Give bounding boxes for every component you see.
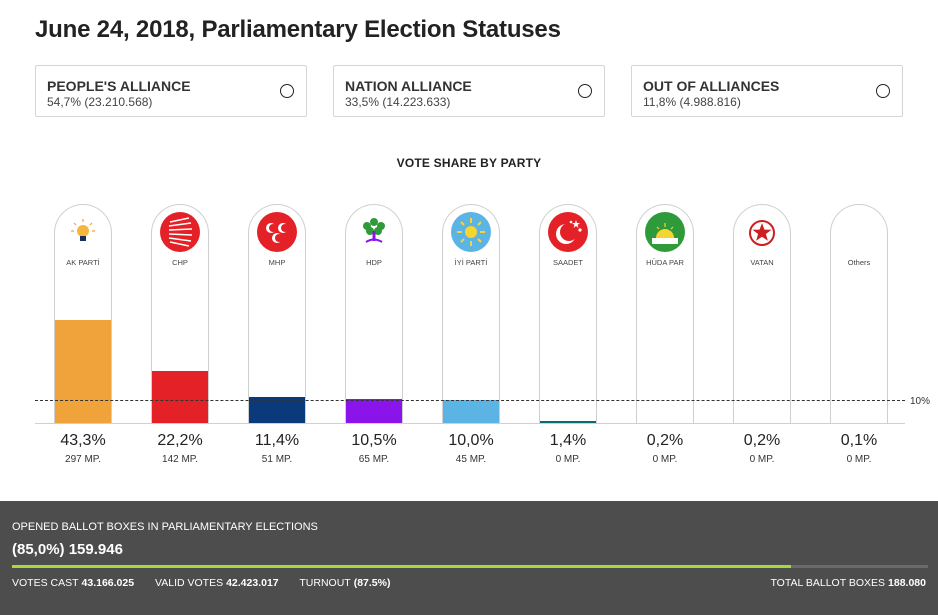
vatan-star-icon <box>741 211 783 253</box>
mp-count: 51 MP. <box>261 454 293 465</box>
party-column: VATAN <box>733 204 791 424</box>
saadet-crescent-star-icon <box>547 211 589 253</box>
party-name: SAADET <box>552 258 583 267</box>
party-column: AK PARTİ <box>54 204 112 424</box>
mp-count: 45 MP. <box>455 454 487 465</box>
alliance-peoples[interactable]: PEOPLE'S ALLIANCE 54,7% (23.210.568) <box>35 65 307 117</box>
party-name: CHP <box>172 258 188 267</box>
vote-percentage: 10,0% <box>448 432 494 449</box>
alliance-out[interactable]: OUT OF ALLIANCES 11,8% (4.988.816) <box>631 65 903 117</box>
party-name: HDP <box>366 258 382 267</box>
mp-count: 0 MP. <box>749 454 775 465</box>
party-column: HÜDA PAR <box>636 204 694 424</box>
party-name: AK PARTİ <box>66 258 100 267</box>
vote-bar <box>55 320 111 424</box>
page-title: June 24, 2018, Parliamentary Election St… <box>35 16 561 43</box>
mp-count: 0 MP. <box>652 454 678 465</box>
radio-button[interactable] <box>280 84 294 98</box>
mp-count: 0 MP. <box>555 454 581 465</box>
turnout-label: TURNOUT <box>299 577 351 589</box>
party-column: Others <box>830 204 888 424</box>
mp-count: 65 MP. <box>358 454 390 465</box>
chp-arrows-icon <box>159 211 201 253</box>
mhp-crescents-icon <box>256 211 298 253</box>
vote-bar <box>249 397 305 424</box>
vote-bar <box>443 400 499 424</box>
vote-percentage: 0,2% <box>646 432 684 449</box>
votes-cast-label: VOTES CAST <box>12 577 79 589</box>
total-ballot-boxes-value: 188.080 <box>888 577 926 589</box>
party-name: Others <box>847 258 871 267</box>
iyi-sun-icon <box>450 211 492 253</box>
party-column: SAADET <box>539 204 597 424</box>
ballot-boxes-count: (85,0%) 159.946 <box>12 541 123 558</box>
total-ballot-boxes-label: TOTAL BALLOT BOXES <box>770 577 886 589</box>
vote-bar <box>152 371 208 424</box>
chart-title: VOTE SHARE BY PARTY <box>396 156 542 170</box>
hudapar-sunrise-icon <box>644 211 686 253</box>
mp-count: 297 MP. <box>65 454 101 465</box>
alliance-value: 11,8% (4.988.816) <box>643 95 741 109</box>
vote-percentage: 10,5% <box>351 432 397 449</box>
valid-votes-value: 42.423.017 <box>226 577 279 589</box>
vote-percentage: 1,4% <box>549 432 587 449</box>
ballot-box-footer: OPENED BALLOT BOXES IN PARLIAMENTARY ELE… <box>0 501 938 615</box>
alliance-name: NATION ALLIANCE <box>345 78 472 94</box>
vote-percentage: 0,2% <box>743 432 781 449</box>
vote-bar <box>540 421 596 424</box>
alliance-value: 33,5% (14.223.633) <box>345 95 451 109</box>
party-name: HÜDA PAR <box>646 258 684 267</box>
alliance-name: PEOPLE'S ALLIANCE <box>47 78 191 94</box>
vote-percentage: 11,4% <box>254 432 300 449</box>
party-column: MHP <box>248 204 306 424</box>
alliance-nation[interactable]: NATION ALLIANCE 33,5% (14.223.633) <box>333 65 605 117</box>
hdp-tree-icon <box>353 211 395 253</box>
vote-bar <box>346 399 402 424</box>
radio-button[interactable] <box>876 84 890 98</box>
party-column: HDP <box>345 204 403 424</box>
party-name: MHP <box>268 258 286 267</box>
progress-track <box>12 565 928 568</box>
threshold-line <box>35 400 905 401</box>
valid-votes-label: VALID VOTES <box>155 577 224 589</box>
party-name: VATAN <box>750 258 774 267</box>
progress-fill <box>12 565 791 568</box>
party-column: İYİ PARTİ <box>442 204 500 424</box>
party-name: İYİ PARTİ <box>454 258 488 267</box>
votes-cast-value: 43.166.025 <box>81 577 135 589</box>
turnout-value: (87.5%) <box>353 577 391 589</box>
mp-count: 142 MP. <box>162 454 198 465</box>
vote-percentage: 0,1% <box>840 432 878 449</box>
total-ballot-boxes: TOTAL BALLOT BOXES 188.080 <box>770 577 926 589</box>
alliance-value: 54,7% (23.210.568) <box>47 95 153 109</box>
mp-count: 0 MP. <box>846 454 872 465</box>
ballot-boxes-label: OPENED BALLOT BOXES IN PARLIAMENTARY ELE… <box>12 521 318 533</box>
vote-percentage: 43,3% <box>60 432 106 449</box>
vote-percentage: 22,2% <box>157 432 203 449</box>
threshold-label: 10% <box>910 396 931 407</box>
alliance-name: OUT OF ALLIANCES <box>643 78 780 94</box>
party-column: CHP <box>151 204 209 424</box>
radio-button[interactable] <box>578 84 592 98</box>
chart-baseline <box>35 423 905 424</box>
vote-stats: VOTES CAST 43.166.025 VALID VOTES 42.423.0… <box>12 577 408 589</box>
bulb-icon <box>62 211 104 253</box>
